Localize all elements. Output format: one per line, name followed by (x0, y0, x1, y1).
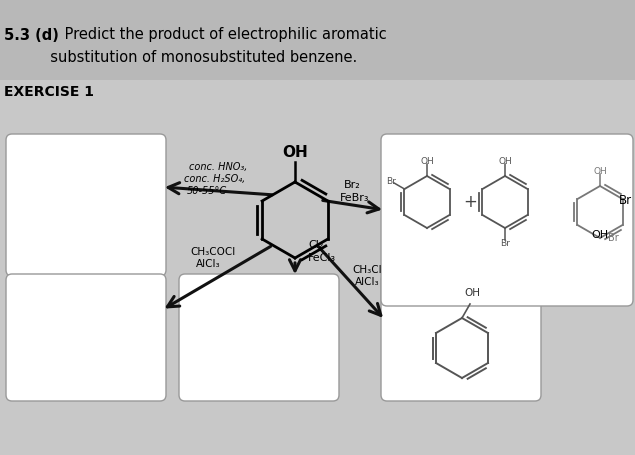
FancyBboxPatch shape (0, 0, 635, 80)
FancyBboxPatch shape (0, 80, 635, 455)
Text: 50-55°C: 50-55°C (187, 186, 227, 196)
Text: OH: OH (420, 157, 434, 166)
Text: conc. H₂SO₄,: conc. H₂SO₄, (184, 174, 246, 184)
Text: substitution of monosubstituted benzene.: substitution of monosubstituted benzene. (4, 51, 358, 66)
Text: OH: OH (464, 288, 480, 298)
Text: OH: OH (591, 230, 608, 240)
FancyBboxPatch shape (6, 274, 166, 401)
Text: conc. HNO₃,: conc. HNO₃, (189, 162, 247, 172)
Text: Cl₂: Cl₂ (308, 240, 323, 250)
Text: +: + (463, 193, 477, 211)
FancyBboxPatch shape (6, 134, 166, 276)
FancyBboxPatch shape (381, 274, 541, 401)
Text: OH: OH (593, 167, 607, 176)
Text: AlCl₃: AlCl₃ (196, 259, 220, 269)
FancyBboxPatch shape (179, 274, 339, 401)
Text: Br: Br (608, 233, 618, 243)
Text: OH: OH (282, 145, 308, 160)
Text: Br: Br (500, 238, 510, 248)
Text: FeBr₃: FeBr₃ (340, 193, 370, 203)
Text: CH₃Cl: CH₃Cl (352, 265, 382, 275)
FancyBboxPatch shape (381, 134, 633, 306)
Text: CH₃COCl: CH₃COCl (190, 247, 236, 257)
Text: FeCl₃: FeCl₃ (308, 253, 336, 263)
Text: Br₂: Br₂ (344, 180, 361, 190)
Text: EXERCISE 1: EXERCISE 1 (4, 85, 94, 99)
Text: Predict the product of electrophilic aromatic: Predict the product of electrophilic aro… (60, 27, 387, 42)
Text: OH: OH (498, 157, 512, 166)
Text: Br: Br (387, 177, 396, 186)
Text: 5.3 (d): 5.3 (d) (4, 27, 59, 42)
Text: Br: Br (618, 193, 632, 207)
Text: AlCl₃: AlCl₃ (355, 277, 379, 287)
